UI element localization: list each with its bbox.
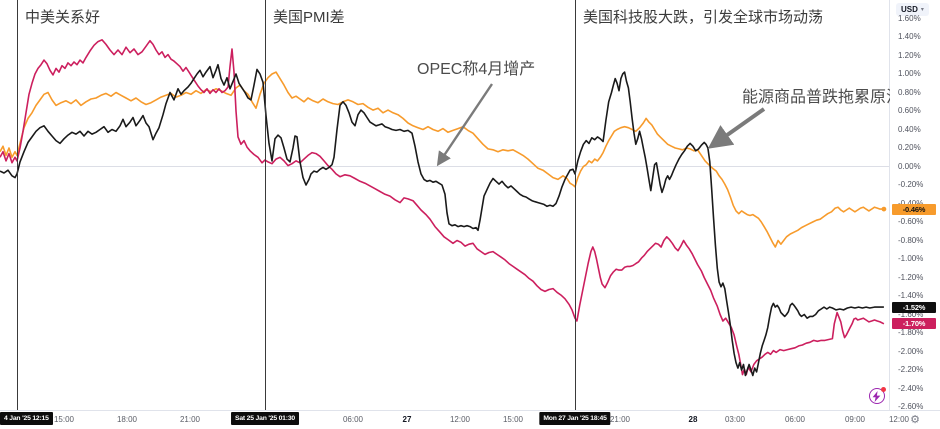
price-tick-label: -0.60% xyxy=(898,217,924,226)
chevron-down-icon: ▾ xyxy=(920,7,924,13)
time-tick-label: 06:00 xyxy=(342,415,364,424)
event-time-badge-3: Mon 27 Jan '25 18:45 xyxy=(539,412,611,425)
time-tick-label: 06:00 xyxy=(784,415,806,424)
price-tick-label: 0.00% xyxy=(898,161,921,171)
time-tick-label: 27 xyxy=(402,415,412,424)
time-tick-label: 15:00 xyxy=(502,415,524,424)
price-tick-label: 1.60% xyxy=(898,13,921,23)
series-line-black-series xyxy=(0,63,884,377)
series-line-pink-series xyxy=(0,38,885,376)
time-tick-label: 12:00 xyxy=(449,415,471,424)
scale-corner: ⚙ xyxy=(890,411,940,429)
chart-plot-area[interactable]: 中美关系好 美国PMI差 美国科技股大跌，引发全球市场动荡 OPEC称4月增产能源商… xyxy=(0,0,902,410)
time-tick-label: 03:00 xyxy=(724,415,746,424)
price-badge-black-series: -1.52% xyxy=(892,301,936,313)
price-tick-label: 0.20% xyxy=(898,143,921,152)
annotation-text-2: 能源商品普跌拖累原油 xyxy=(741,89,902,106)
price-tick-label: -2.60% xyxy=(898,402,924,411)
price-tick-label: 0.60% xyxy=(898,106,921,115)
event-title-1: 中美关系好 xyxy=(25,9,101,26)
price-series-canvas xyxy=(0,38,887,377)
settings-gear-button[interactable]: ⚙ xyxy=(910,413,920,426)
time-scale[interactable]: 15:00 18:00 21:00 06:00 27 12:00 15:00 21:00 28 0… xyxy=(0,410,940,429)
price-tick-label: 1.20% xyxy=(898,50,921,60)
price-tick-label: -1.20% xyxy=(898,272,924,282)
series-line-orange-series xyxy=(0,71,884,248)
annotation-arrow-1 xyxy=(436,83,493,167)
price-tick-label: 0.40% xyxy=(898,124,921,134)
price-tick-label: 0.80% xyxy=(898,87,921,97)
currency-selector[interactable]: USD ▾ xyxy=(896,3,929,16)
price-tick-label: -2.00% xyxy=(898,346,924,356)
price-badge-orange-series: -0.46% xyxy=(892,203,936,215)
event-title-2: 美国PMI差 xyxy=(273,9,345,26)
time-tick-label: 15:00 xyxy=(53,415,75,424)
price-scale[interactable]: USD ▾ 1.60% 1.40% 1.20% 1.00% 0.80% 0.60% 0.40… xyxy=(890,0,940,411)
event-marker-line-2 xyxy=(265,0,266,410)
price-tick-label: -0.80% xyxy=(898,235,924,245)
price-tick-label: -1.40% xyxy=(898,291,924,300)
event-marker-line-3 xyxy=(575,0,576,410)
price-tick-label: -2.40% xyxy=(898,383,924,393)
price-tick-label: -0.20% xyxy=(898,180,924,189)
price-badge-pink-series: -1.70% xyxy=(892,318,936,330)
event-time-badge-1: 4 Jan '25 12:15 xyxy=(0,412,53,425)
annotation-arrow-2 xyxy=(707,107,766,149)
time-tick-label: 21:00 xyxy=(179,415,201,424)
price-tick-label: -2.20% xyxy=(898,365,924,374)
annotation-arrows-canvas xyxy=(436,83,766,167)
event-time-badge-2: Sat 25 Jan '25 01:30 xyxy=(231,412,299,425)
series-last-dot-orange-series xyxy=(881,206,887,212)
time-tick-label: 12:00 xyxy=(888,415,910,424)
event-marker-line-1 xyxy=(17,0,18,410)
time-tick-label: 28 xyxy=(688,415,698,424)
realtime-lightning-button[interactable] xyxy=(869,387,886,404)
alert-dot xyxy=(881,387,886,392)
price-tick-label: 1.00% xyxy=(898,69,921,78)
currency-label: USD xyxy=(901,5,918,14)
price-tick-label: 1.40% xyxy=(898,32,921,41)
time-tick-label: 18:00 xyxy=(116,415,138,424)
event-title-3: 美国科技股大跌，引发全球市场动荡 xyxy=(583,9,824,26)
time-tick-label: 21:00 xyxy=(609,415,631,424)
price-tick-label: -1.80% xyxy=(898,328,924,337)
price-tick-label: -1.00% xyxy=(898,254,924,263)
price-tick-label: -0.40% xyxy=(898,199,923,209)
zero-gridline xyxy=(0,166,889,167)
price-tick-label: -1.60% xyxy=(898,309,924,319)
time-tick-label: 09:00 xyxy=(844,415,866,424)
annotation-text-1: OPEC称4月增产 xyxy=(417,61,536,78)
